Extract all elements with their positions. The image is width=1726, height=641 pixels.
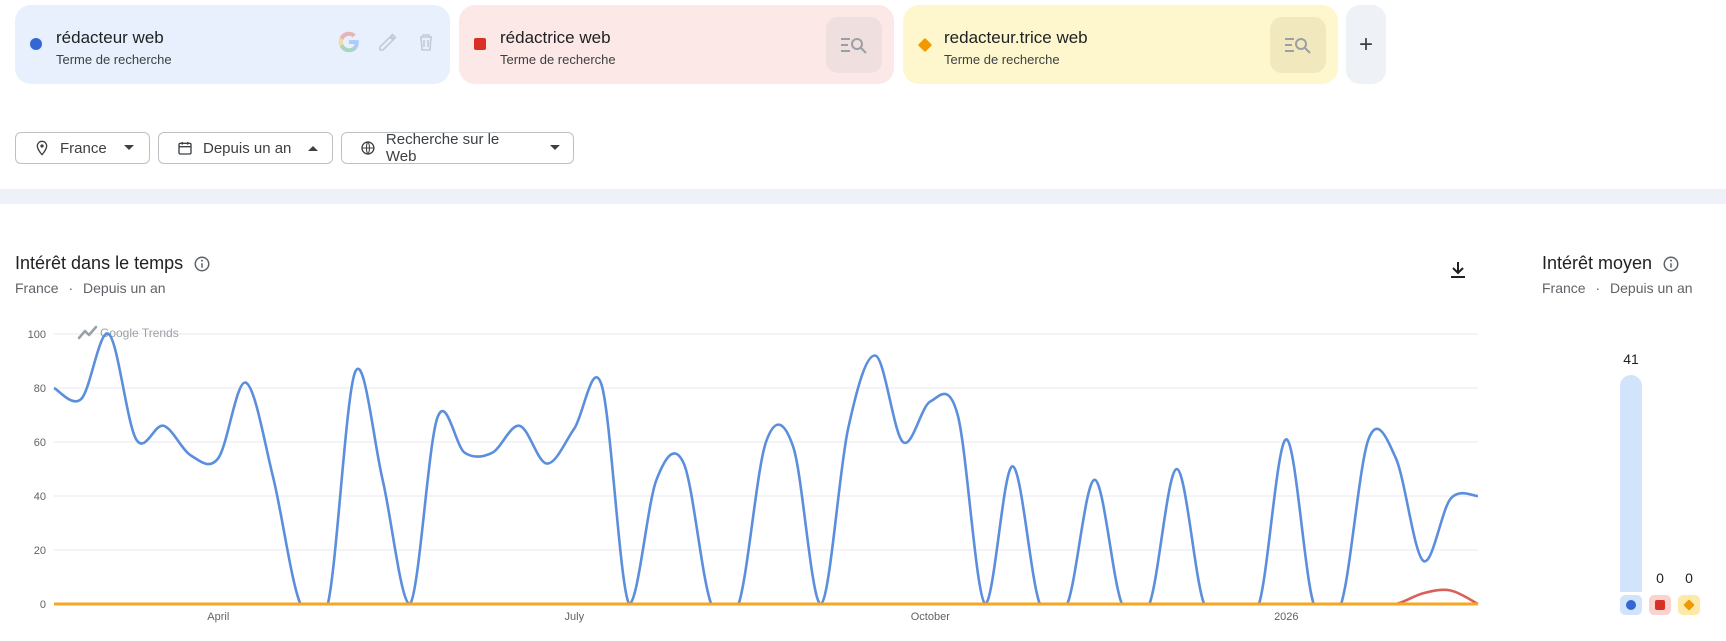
series-marker-3 <box>1678 595 1700 615</box>
y-tick-label: 80 <box>34 383 46 395</box>
average-value-label: 0 <box>1656 570 1664 586</box>
trend-logo-icon <box>77 325 98 340</box>
term-subtitle: Terme de recherche <box>500 52 616 67</box>
y-tick-label: 100 <box>28 329 46 341</box>
plus-icon: + <box>1358 30 1373 58</box>
section-divider <box>0 189 1726 204</box>
average-interest-title: Intérêt moyen <box>1542 253 1653 273</box>
average-value-label: 0 <box>1685 570 1693 586</box>
subtitle-period: Depuis un an <box>83 280 166 296</box>
series-square-icon <box>474 38 486 50</box>
search-results-button[interactable] <box>826 16 882 73</box>
caret-down-icon <box>123 145 134 150</box>
info-icon[interactable] <box>193 255 211 273</box>
term-subtitle: Terme de recherche <box>56 52 172 67</box>
x-tick-label: October <box>911 611 950 623</box>
y-tick-label: 60 <box>34 437 46 449</box>
google-icon[interactable] <box>336 29 362 60</box>
term-card-3[interactable]: redacteur.trice web Terme de recherche <box>903 5 1338 84</box>
location-pin-icon <box>36 140 48 156</box>
series-line-1 <box>53 332 1479 606</box>
term-title: redacteur.trice web <box>944 28 1088 47</box>
download-icon <box>1451 262 1465 278</box>
interest-over-time-chart: 100 80 60 40 20 0 Google Trends April July Octo… <box>28 325 1479 623</box>
caret-up-icon <box>308 146 319 151</box>
y-tick-label: 20 <box>34 545 46 557</box>
caret-down-icon <box>550 145 560 150</box>
term-title: rédacteur web <box>56 28 164 47</box>
subtitle-region: France <box>15 280 59 296</box>
series-marker-2 <box>1649 595 1671 615</box>
average-interest-subtitle: France · Depuis un an <box>1542 280 1693 296</box>
period-filter[interactable]: Depuis un an <box>158 132 333 164</box>
search-list-icon <box>1285 37 1311 54</box>
region-filter-label: France <box>60 139 107 157</box>
info-icon[interactable] <box>1662 255 1680 273</box>
subtitle-period: Depuis un an <box>1610 280 1693 296</box>
subtitle-separator: · <box>1595 280 1601 296</box>
series-marker-1 <box>1620 595 1642 615</box>
search-results-button[interactable] <box>1270 16 1326 73</box>
edit-icon[interactable] <box>376 30 400 59</box>
x-tick-label: 2026 <box>1274 611 1298 623</box>
term-card-1[interactable]: rédacteur web Terme de recherche <box>15 5 450 84</box>
dot-icon <box>1626 600 1636 610</box>
average-bar-1 <box>1620 375 1642 592</box>
period-filter-label: Depuis un an <box>203 139 292 157</box>
globe-icon <box>361 141 375 155</box>
square-icon <box>1655 600 1665 610</box>
search-list-icon <box>841 37 867 54</box>
watermark-label: Google Trends <box>100 326 179 340</box>
search-type-filter[interactable]: Recherche sur le Web <box>341 131 574 165</box>
interest-over-time-header: Intérêt dans le temps <box>15 253 211 274</box>
series-line-2 <box>54 588 1479 606</box>
term-title: rédactrice web <box>500 28 611 47</box>
subtitle-separator: · <box>68 280 74 296</box>
y-tick-label: 0 <box>40 599 46 611</box>
x-tick-label: July <box>565 611 585 623</box>
term-card-2[interactable]: rédactrice web Terme de recherche <box>459 5 894 84</box>
delete-icon[interactable] <box>414 30 438 59</box>
series-diamond-icon <box>917 37 933 53</box>
diamond-icon <box>1683 599 1695 611</box>
x-tick-label: April <box>207 611 229 623</box>
add-term-button[interactable]: + <box>1346 5 1386 84</box>
average-value-label: 41 <box>1623 351 1639 367</box>
download-button[interactable] <box>1446 258 1470 282</box>
subtitle-region: France <box>1542 280 1586 296</box>
region-filter[interactable]: France <box>15 132 150 164</box>
calendar-icon <box>178 142 192 155</box>
series-dot-icon <box>30 38 42 50</box>
search-type-filter-label: Recherche sur le Web <box>385 131 500 165</box>
google-trends-watermark: Google Trends <box>77 325 179 340</box>
average-interest-header: Intérêt moyen <box>1542 253 1680 274</box>
interest-over-time-title: Intérêt dans le temps <box>15 253 184 273</box>
y-tick-label: 40 <box>34 491 46 503</box>
term-subtitle: Terme de recherche <box>944 52 1060 67</box>
interest-over-time-subtitle: France · Depuis un an <box>15 280 166 296</box>
